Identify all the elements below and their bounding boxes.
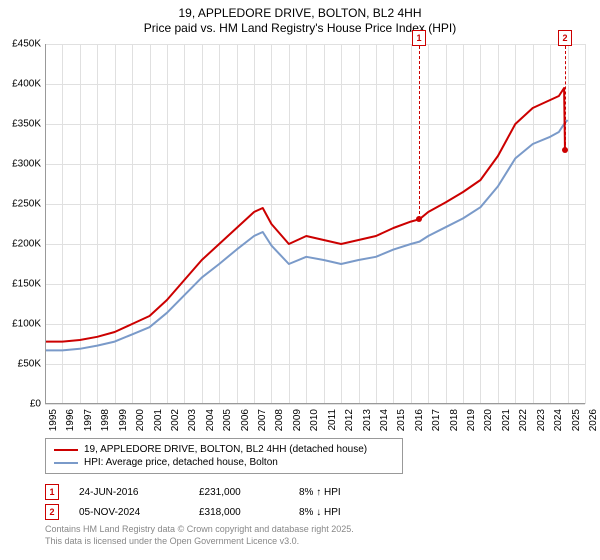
title-line1: 19, APPLEDORE DRIVE, BOLTON, BL2 4HH [0, 6, 600, 20]
x-tick-label: 2024 [553, 409, 564, 431]
legend-swatch [54, 449, 78, 451]
x-tick-label: 2022 [518, 409, 529, 431]
marker-dot [562, 147, 568, 153]
x-tick-label: 2019 [466, 409, 477, 431]
series-svg [45, 44, 585, 404]
x-tick-label: 2008 [274, 409, 285, 431]
table-price: £231,000 [199, 487, 279, 498]
legend-label: 19, APPLEDORE DRIVE, BOLTON, BL2 4HH (de… [84, 444, 367, 455]
x-tick-label: 2002 [170, 409, 181, 431]
x-tick-label: 2020 [483, 409, 494, 431]
x-tick-label: 2016 [414, 409, 425, 431]
footer-line1: Contains HM Land Registry data © Crown c… [45, 524, 354, 536]
x-tick-label: 1998 [100, 409, 111, 431]
x-tick-label: 1996 [65, 409, 76, 431]
x-tick-label: 2015 [396, 409, 407, 431]
x-tick-label: 2001 [153, 409, 164, 431]
footer-line2: This data is licensed under the Open Gov… [45, 536, 354, 548]
legend-item: HPI: Average price, detached house, Bolt… [54, 456, 394, 469]
marker-dot [416, 216, 422, 222]
chart-container: 19, APPLEDORE DRIVE, BOLTON, BL2 4HH Pri… [0, 0, 600, 560]
y-tick-label: £150K [12, 279, 41, 290]
title-line2: Price paid vs. HM Land Registry's House … [0, 21, 600, 35]
x-tick-label: 2017 [431, 409, 442, 431]
x-tick-label: 2009 [292, 409, 303, 431]
x-tick-label: 2006 [240, 409, 251, 431]
table-marker: 1 [45, 484, 59, 500]
table-marker: 2 [45, 504, 59, 520]
footer: Contains HM Land Registry data © Crown c… [45, 524, 354, 547]
table-date: 24-JUN-2016 [79, 487, 179, 498]
y-tick-label: £300K [12, 159, 41, 170]
y-tick-label: £400K [12, 79, 41, 90]
table-pct: 8% ↑ HPI [299, 487, 379, 498]
x-tick-label: 1995 [48, 409, 59, 431]
y-axis-line [45, 44, 46, 404]
y-tick-label: £0 [30, 399, 41, 410]
legend-item: 19, APPLEDORE DRIVE, BOLTON, BL2 4HH (de… [54, 443, 394, 456]
grid-h [45, 404, 585, 405]
x-tick-label: 2026 [588, 409, 599, 431]
x-tick-label: 2025 [571, 409, 582, 431]
table-price: £318,000 [199, 507, 279, 518]
x-tick-label: 2000 [135, 409, 146, 431]
x-tick-label: 2007 [257, 409, 268, 431]
legend-label: HPI: Average price, detached house, Bolt… [84, 457, 278, 468]
x-tick-label: 2010 [309, 409, 320, 431]
x-tick-label: 2004 [205, 409, 216, 431]
legend-swatch [54, 462, 78, 464]
x-axis-line [45, 403, 585, 404]
x-tick-label: 2014 [379, 409, 390, 431]
x-tick-label: 2011 [327, 409, 338, 431]
x-tick-label: 2003 [187, 409, 198, 431]
table-date: 05-NOV-2024 [79, 507, 179, 518]
grid-v [585, 44, 586, 404]
y-tick-label: £200K [12, 239, 41, 250]
marker-box: 2 [558, 30, 572, 46]
x-tick-label: 2012 [344, 409, 355, 431]
y-tick-label: £250K [12, 199, 41, 210]
x-tick-label: 2005 [222, 409, 233, 431]
series-line [45, 88, 565, 342]
table-pct: 8% ↓ HPI [299, 507, 379, 518]
y-tick-label: £100K [12, 319, 41, 330]
table-row: 2 05-NOV-2024 £318,000 8% ↓ HPI [45, 502, 585, 522]
marker-dashed [419, 46, 421, 219]
legend: 19, APPLEDORE DRIVE, BOLTON, BL2 4HH (de… [45, 438, 403, 474]
marker-box: 1 [412, 30, 426, 46]
x-tick-label: 1997 [83, 409, 94, 431]
x-tick-label: 2023 [536, 409, 547, 431]
title-block: 19, APPLEDORE DRIVE, BOLTON, BL2 4HH Pri… [0, 0, 600, 35]
x-tick-label: 2021 [501, 409, 512, 431]
x-tick-label: 1999 [118, 409, 129, 431]
table-row: 1 24-JUN-2016 £231,000 8% ↑ HPI [45, 482, 585, 502]
x-tick-label: 2013 [362, 409, 373, 431]
data-table: 1 24-JUN-2016 £231,000 8% ↑ HPI 2 05-NOV-2024… [45, 482, 585, 522]
y-tick-label: £50K [18, 359, 41, 370]
marker-dashed [565, 46, 567, 150]
x-tick-label: 2018 [449, 409, 460, 431]
chart-area: £0£50K£100K£150K£200K£250K£300K£350K£400… [45, 44, 585, 404]
y-tick-label: £350K [12, 119, 41, 130]
y-tick-label: £450K [12, 39, 41, 50]
